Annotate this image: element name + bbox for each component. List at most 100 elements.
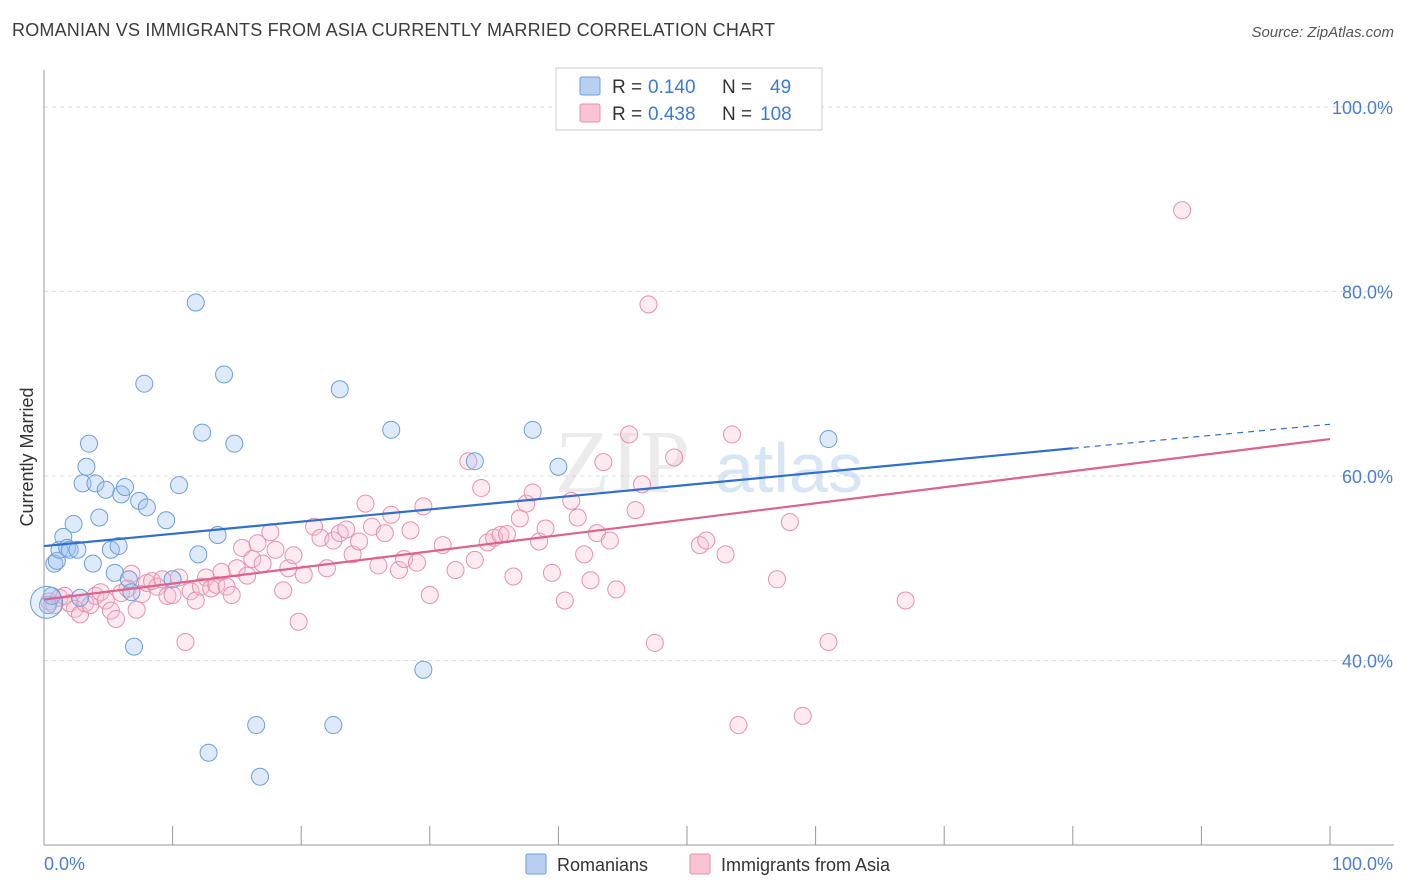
immigrants-point-24 bbox=[163, 585, 182, 604]
immigrants-point-40 bbox=[248, 534, 267, 553]
immigrants-point-108 bbox=[896, 591, 915, 610]
immigrants-point-67 bbox=[420, 585, 439, 604]
immigrants-point-98 bbox=[665, 448, 684, 467]
immigrants-point-46 bbox=[284, 546, 303, 565]
legend-n-value-romanians: 49 bbox=[770, 77, 791, 98]
series-immigrants-points bbox=[40, 201, 1192, 735]
immigrants-point-104 bbox=[768, 570, 787, 589]
x-tick-label-min: 0.0% bbox=[44, 854, 85, 874]
romanians-point-3 bbox=[47, 551, 66, 570]
legend-r-label: R = bbox=[612, 104, 642, 125]
y-axis-label: Currently Married bbox=[17, 387, 37, 526]
romanians-point-7 bbox=[60, 540, 79, 559]
romanians-point-45 bbox=[465, 452, 484, 471]
romanians-point-14 bbox=[83, 554, 102, 573]
romanians-point-13 bbox=[80, 434, 99, 453]
y-tick-label-60: 60.0% bbox=[1342, 467, 1393, 487]
romanians-point-16 bbox=[90, 508, 109, 527]
immigrants-point-77 bbox=[504, 567, 523, 586]
immigrants-point-90 bbox=[594, 453, 613, 472]
romanians-point-20 bbox=[109, 537, 128, 556]
immigrants-point-64 bbox=[401, 521, 420, 540]
bottom-legend: Romanians Immigrants from Asia bbox=[525, 853, 891, 875]
romanians-point-46 bbox=[523, 420, 542, 439]
romanians-point-39 bbox=[247, 716, 266, 735]
immigrants-point-88 bbox=[581, 571, 600, 590]
immigrants-point-83 bbox=[542, 563, 561, 582]
immigrants-point-103 bbox=[729, 716, 748, 735]
romanians-point-31 bbox=[170, 476, 189, 495]
romanians-point-15 bbox=[86, 474, 105, 493]
bottom-legend-swatch-romanians bbox=[525, 853, 547, 875]
x-tick-label-max: 100.0% bbox=[1332, 854, 1393, 874]
immigrants-point-5 bbox=[65, 599, 84, 618]
immigrants-point-65 bbox=[407, 553, 426, 572]
romanians-point-37 bbox=[215, 365, 234, 384]
immigrants-point-99 bbox=[690, 536, 709, 555]
immigrants-point-28 bbox=[186, 591, 205, 610]
romanians-point-0 bbox=[38, 596, 57, 615]
immigrants-point-51 bbox=[317, 559, 336, 578]
romanians-point-34 bbox=[193, 423, 212, 442]
romanians-point-48 bbox=[819, 430, 838, 449]
romanians-point-28 bbox=[137, 498, 156, 517]
x-ticks bbox=[43, 826, 1331, 845]
legend-n-label: N = bbox=[722, 77, 752, 98]
immigrants-point-101 bbox=[716, 545, 735, 564]
romanians-point-26 bbox=[130, 491, 149, 510]
chart-title: ROMANIAN VS IMMIGRANTS FROM ASIA CURRENT… bbox=[12, 20, 776, 40]
immigrants-point-100 bbox=[697, 531, 716, 550]
romanians-point-47 bbox=[549, 457, 568, 476]
legend-r-value-immigrants: 0.438 bbox=[648, 104, 696, 125]
immigrants-point-71 bbox=[465, 550, 484, 569]
romanians-point-24 bbox=[122, 583, 141, 602]
immigrants-point-23 bbox=[158, 586, 177, 605]
series-romanians-points bbox=[30, 293, 838, 786]
immigrants-point-97 bbox=[645, 633, 664, 652]
romanians-point-2 bbox=[45, 554, 64, 573]
romanians-point-27 bbox=[135, 374, 154, 393]
immigrants-point-69 bbox=[446, 561, 465, 580]
romanians-point-35 bbox=[199, 743, 218, 762]
immigrants-point-96 bbox=[639, 295, 658, 314]
romanians-point-17 bbox=[96, 480, 115, 499]
romanians-point-41 bbox=[324, 716, 343, 735]
immigrants-point-86 bbox=[568, 508, 587, 527]
immigrants-trend-line bbox=[43, 437, 1331, 601]
immigrants-point-47 bbox=[289, 612, 308, 631]
romanians-point-29 bbox=[157, 511, 176, 530]
immigrants-point-31 bbox=[202, 579, 221, 598]
romanians-point-8 bbox=[64, 514, 83, 533]
immigrants-point-35 bbox=[222, 585, 241, 604]
immigrants-point-43 bbox=[266, 540, 285, 559]
immigrants-point-36 bbox=[227, 559, 246, 578]
romanians-point-33 bbox=[189, 545, 208, 564]
romanians-trend-line bbox=[43, 447, 1073, 548]
y-tick-label-100: 100.0% bbox=[1332, 98, 1393, 118]
immigrants-point-60 bbox=[375, 524, 394, 543]
romanians-point-10 bbox=[71, 588, 90, 607]
bottom-legend-label-immigrants: Immigrants from Asia bbox=[721, 855, 891, 875]
romanians-point-38 bbox=[225, 434, 244, 453]
immigrants-point-82 bbox=[536, 519, 555, 538]
immigrants-point-41 bbox=[253, 554, 272, 573]
axes bbox=[43, 70, 1394, 846]
bottom-legend-swatch-immigrants bbox=[689, 853, 711, 875]
immigrants-point-105 bbox=[780, 513, 799, 532]
romanians-point-25 bbox=[125, 637, 144, 656]
immigrants-point-57 bbox=[356, 494, 375, 513]
immigrants-point-84 bbox=[555, 591, 574, 610]
immigrants-point-106 bbox=[793, 706, 812, 725]
immigrants-point-4 bbox=[60, 594, 79, 613]
y-tick-labels: 40.0% 60.0% 80.0% 100.0% bbox=[1332, 98, 1393, 672]
trend-lines bbox=[43, 423, 1331, 601]
immigrants-point-94 bbox=[626, 501, 645, 520]
romanians-point-42 bbox=[330, 380, 349, 399]
legend-n-label: N = bbox=[722, 104, 752, 125]
legend-swatch-romanians bbox=[579, 76, 601, 96]
romanians-point-43 bbox=[382, 420, 401, 439]
immigrants-point-91 bbox=[600, 531, 619, 550]
immigrants-point-93 bbox=[620, 425, 639, 444]
immigrants-point-107 bbox=[819, 633, 838, 652]
